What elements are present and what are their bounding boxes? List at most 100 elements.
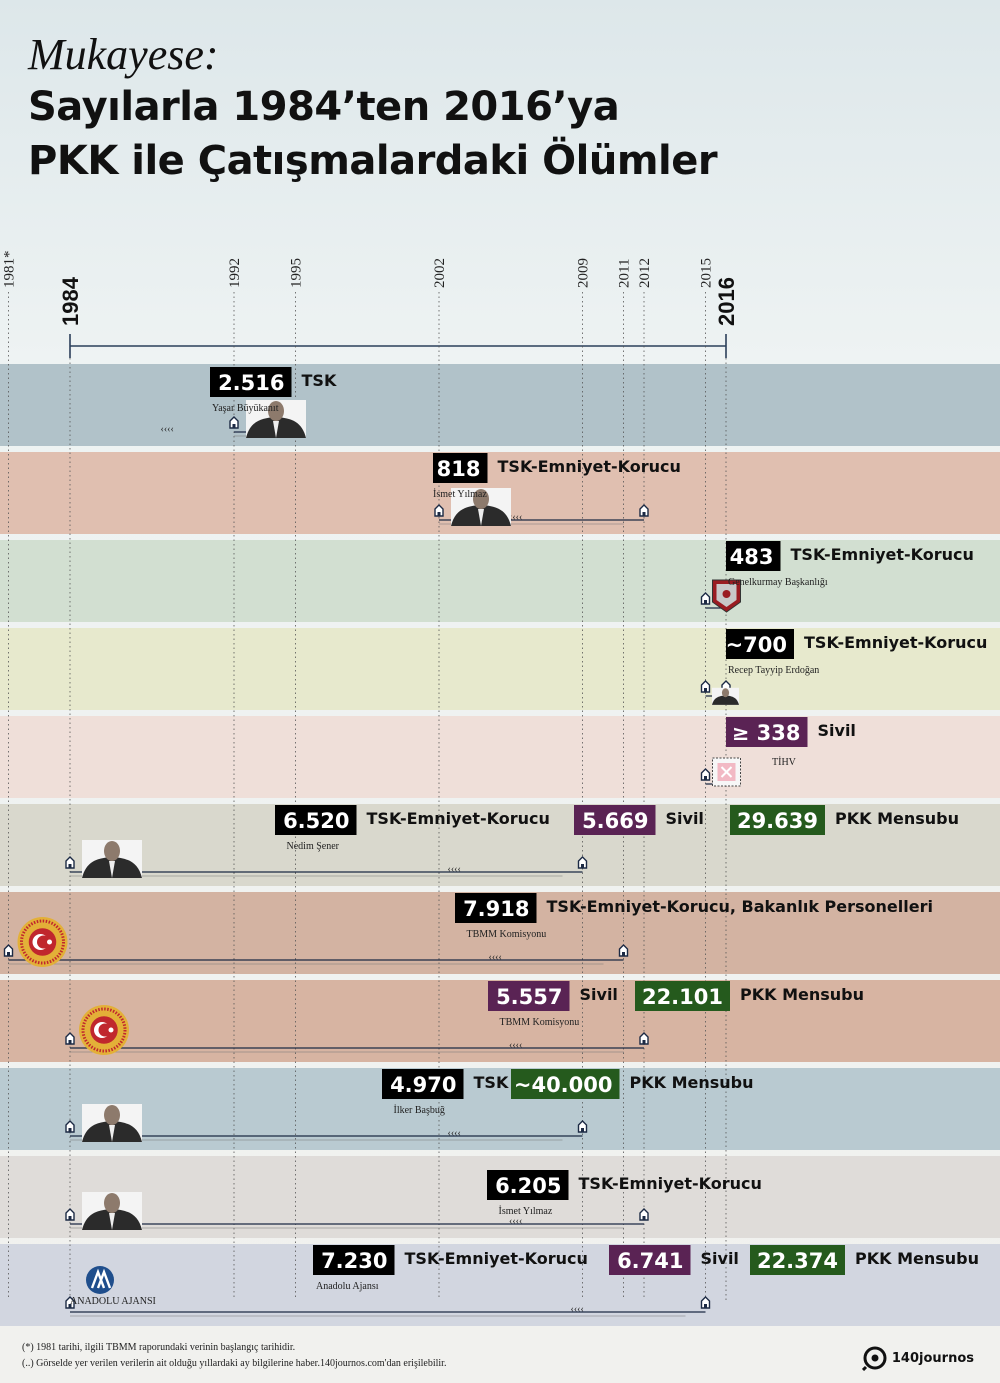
marker-core bbox=[642, 512, 646, 516]
year-tick-label: 1995 bbox=[289, 258, 305, 288]
value-box bbox=[275, 805, 357, 835]
marker-shape bbox=[618, 944, 629, 957]
value-item: 6.205 TSK-Emniyet-Korucu bbox=[487, 1170, 762, 1200]
portrait-head bbox=[473, 489, 489, 509]
marker-core bbox=[581, 864, 584, 868]
marker-shape bbox=[700, 680, 711, 693]
marker-shape bbox=[700, 768, 711, 781]
value-category: TSK-Emniyet-Korucu bbox=[579, 1174, 762, 1193]
marker-core bbox=[68, 1304, 72, 1308]
value-item: ~40.000 PKK Mensubu bbox=[511, 1069, 754, 1099]
marker-core bbox=[68, 1216, 72, 1220]
year-tick-label: 2015 bbox=[699, 258, 715, 288]
source-portrait-icon bbox=[712, 687, 739, 705]
seal-crescent-cut bbox=[98, 1023, 112, 1037]
data-row: ‹‹‹‹ 7.918 TSK-Emniyet-Korucu, Bakanlık Pe… bbox=[3, 893, 933, 967]
portrait-collar bbox=[109, 1125, 115, 1142]
marker-shape bbox=[3, 944, 14, 957]
value-box bbox=[635, 981, 730, 1011]
value-box bbox=[726, 541, 781, 571]
portrait-body bbox=[712, 695, 739, 705]
value-box bbox=[487, 1170, 569, 1200]
value-number: 5.557 bbox=[496, 985, 562, 1009]
footnote-2: (..) Görselde yer verilen verilerin ait … bbox=[22, 1358, 447, 1369]
title-block: Mukayese: Sayılarla 1984’ten 2016’ya PKK… bbox=[28, 30, 718, 188]
period-marker-icon bbox=[434, 504, 444, 517]
period-marker-icon bbox=[65, 1296, 75, 1309]
value-category: TSK-Emniyet-Korucu, Bakanlık Personeller… bbox=[547, 897, 933, 916]
source-label: Genelkurmay Başkanlığı bbox=[728, 577, 828, 588]
value-category: TSK-Emniyet-Korucu bbox=[405, 1249, 588, 1268]
value-category: PKK Mensubu bbox=[855, 1249, 979, 1268]
value-category: TSK-Emniyet-Korucu bbox=[804, 633, 987, 652]
year-tick-label: 2011 bbox=[617, 259, 633, 288]
value-number: 818 bbox=[437, 457, 481, 481]
period-marker-icon bbox=[700, 1296, 711, 1309]
marker-core bbox=[642, 1040, 646, 1044]
period-marker-icon bbox=[229, 416, 239, 429]
marker-shape bbox=[639, 1032, 649, 1045]
value-number: ≥ 338 bbox=[732, 721, 801, 745]
value-box bbox=[313, 1245, 395, 1275]
row-band bbox=[0, 716, 1000, 798]
anadolu-logo-icon: ANADOLU AJANSI bbox=[70, 1266, 156, 1307]
value-category: PKK Mensubu bbox=[740, 985, 864, 1004]
source-label: İsmet Yılmaz bbox=[499, 1205, 553, 1217]
source-portrait-icon bbox=[82, 840, 142, 878]
value-category: Sivil bbox=[818, 721, 856, 740]
timeline-axis: 1984 2016 bbox=[58, 276, 739, 358]
data-row: ‹‹‹‹ 6.205 TSK-Emniyet-Korucu İsmet Yılmaz bbox=[65, 1170, 762, 1230]
marker-core bbox=[68, 1040, 72, 1044]
tbmm-seal-icon bbox=[79, 1005, 129, 1055]
title-line-1: Sayılarla 1984’ten 2016’ya bbox=[28, 84, 620, 130]
period-marker-icon bbox=[3, 944, 14, 957]
value-number: 6.741 bbox=[617, 1249, 683, 1273]
data-row: ‹‹‹‹ 6.520 TSK-Emniyet-Korucu 5.669 Sivil 29.… bbox=[65, 805, 959, 878]
marker-core bbox=[7, 952, 10, 956]
value-item: 5.557 Sivil bbox=[488, 981, 618, 1011]
marker-shape bbox=[65, 1208, 75, 1221]
title-line-2: PKK ile Çatışmalardaki Ölümler bbox=[28, 138, 718, 184]
logo-mark bbox=[90, 1268, 112, 1289]
marker-shape bbox=[65, 1296, 75, 1309]
year-tick-label: 2012 bbox=[637, 258, 653, 288]
source-label: TBMM Komisyonu bbox=[500, 1017, 580, 1028]
value-box bbox=[574, 805, 656, 835]
axis-main-label: 1984 bbox=[58, 276, 83, 326]
chevrons-icon: ‹‹‹‹ bbox=[448, 1128, 461, 1139]
value-number: 22.374 bbox=[757, 1249, 838, 1273]
value-category: PKK Mensubu bbox=[630, 1073, 754, 1092]
marker-core bbox=[68, 864, 72, 868]
value-box bbox=[433, 453, 488, 483]
period-marker-icon bbox=[65, 1032, 75, 1045]
value-category: TSK bbox=[474, 1073, 509, 1092]
emblem-center bbox=[722, 590, 731, 598]
title-subtitle: Mukayese: bbox=[28, 30, 219, 79]
row-band bbox=[0, 364, 1000, 446]
value-item: 818 TSK-Emniyet-Korucu bbox=[433, 453, 681, 483]
period-marker-icon bbox=[65, 1208, 75, 1221]
data-row: ≥ 338 Sivil TİHV bbox=[700, 717, 856, 789]
period-marker-icon bbox=[618, 944, 629, 957]
source-label: Yaşar Büyükanıt bbox=[212, 403, 279, 414]
period-marker-icon bbox=[639, 1208, 649, 1221]
chevrons-icon: ‹‹‹‹ bbox=[448, 864, 461, 875]
chevrons-icon: ‹‹‹‹ bbox=[509, 512, 522, 523]
value-item: 6.520 TSK-Emniyet-Korucu bbox=[275, 805, 550, 835]
marker-shape bbox=[65, 1032, 75, 1045]
portrait-head bbox=[721, 688, 730, 698]
marker-core bbox=[704, 600, 707, 604]
marker-core bbox=[704, 688, 707, 692]
year-tick-label: 2009 bbox=[576, 258, 592, 288]
source-portrait-icon bbox=[246, 400, 306, 438]
value-box bbox=[210, 367, 292, 397]
value-box bbox=[726, 717, 808, 747]
logo-text: ANADOLU AJANSI bbox=[70, 1296, 156, 1307]
value-item: ~700 TSK-Emniyet-Korucu bbox=[726, 629, 987, 659]
value-item: 6.741 Sivil bbox=[609, 1245, 739, 1275]
value-box bbox=[511, 1069, 620, 1099]
value-category: TSK-Emniyet-Korucu bbox=[367, 809, 550, 828]
chevrons-icon: ‹‹‹‹ bbox=[161, 424, 174, 435]
portrait-head bbox=[104, 1193, 120, 1213]
